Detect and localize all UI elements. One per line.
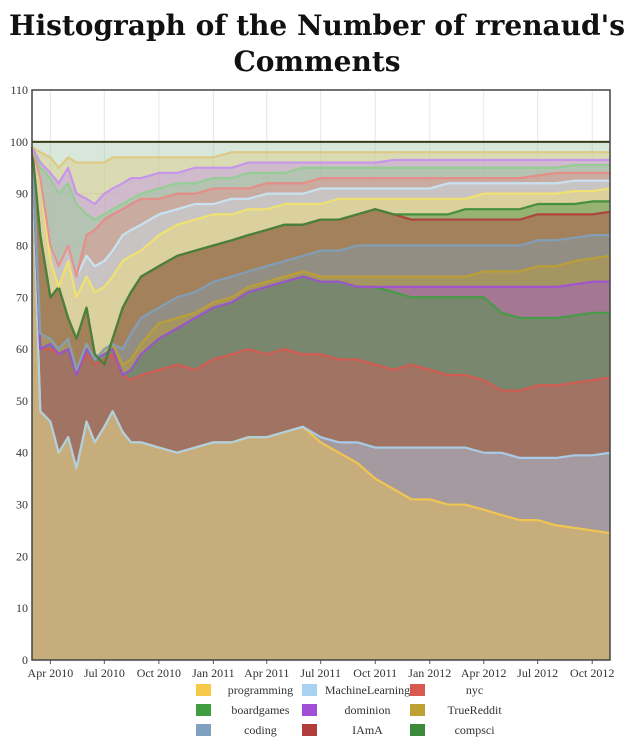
area-layer	[32, 141, 610, 660]
legend-item-boardgames[interactable]: boardgames	[196, 702, 302, 718]
area-other-5	[32, 147, 610, 660]
legend-label: boardgames	[231, 702, 290, 717]
legend-item-IAmA[interactable]: IAmA	[301, 722, 410, 738]
x-tick-label: Oct 2011	[353, 666, 397, 680]
legend-swatch	[410, 704, 426, 716]
area-MachineLearning	[32, 157, 610, 660]
legend-label: compsci	[454, 722, 495, 737]
line-nyc	[30, 146, 611, 392]
legend-label: coding	[244, 722, 277, 737]
y-tick-label: 90	[16, 187, 28, 201]
line-compsci	[30, 146, 610, 366]
y-tick-label: 100	[10, 135, 28, 149]
y-tick-label: 40	[16, 446, 28, 460]
x-tick-label: Jul 2012	[517, 666, 558, 680]
area-other-3	[32, 147, 610, 660]
x-tick-label: Oct 2010	[137, 666, 181, 680]
y-tick-label: 20	[16, 549, 28, 563]
line-other-3	[30, 146, 610, 278]
x-tick-label: Jan 2012	[408, 666, 451, 680]
area-coding	[32, 147, 610, 660]
legend-swatch	[196, 724, 211, 736]
legend-item-compsci[interactable]: compsci	[410, 722, 516, 738]
area-programming	[32, 157, 610, 660]
area-other-6	[32, 147, 610, 660]
line-coding	[30, 146, 610, 371]
area-other-1	[32, 147, 610, 660]
line-dominion	[30, 146, 610, 377]
legend-swatch	[301, 684, 317, 696]
line-other-5	[31, 146, 610, 206]
x-tick-label: Apr 2012	[461, 666, 507, 680]
chart-title: Histograph of the Number of rrenaud's Co…	[9, 9, 625, 78]
legend-swatch	[196, 704, 211, 716]
area-other-7	[32, 141, 610, 660]
line-other-2	[30, 146, 610, 278]
line-other-4	[30, 146, 610, 221]
legend-swatch	[301, 724, 317, 736]
plot-frame	[31, 89, 611, 661]
line-other-1	[30, 146, 611, 299]
legend: programming MachineLearning nyc boardgames d…	[196, 682, 516, 738]
grid-layer	[32, 89, 610, 661]
y-tick-label: 110	[10, 83, 28, 97]
legend-label: MachineLearning	[324, 682, 411, 697]
line-MachineLearning	[30, 157, 611, 470]
axis-layer: 0 10 20 30 40 50 60 70 80 90 100 110 Apr 2010 Jul 201…	[10, 83, 614, 680]
area-boardgames	[32, 147, 610, 660]
x-tick-label: Jul 2010	[84, 666, 125, 680]
line-other-6	[31, 146, 610, 169]
legend-label: dominion	[344, 702, 391, 717]
area-TrueReddit	[32, 147, 610, 660]
y-tick-label: 10	[16, 601, 28, 615]
line-layer	[30, 140, 611, 535]
legend-item-coding[interactable]: coding	[196, 722, 302, 738]
legend-label: TrueReddit	[447, 702, 502, 717]
legend-item-nyc[interactable]: nyc	[410, 682, 516, 698]
legend-label: nyc	[465, 682, 484, 697]
area-other-4	[32, 147, 610, 660]
x-tick-label: Jan 2011	[192, 666, 235, 680]
legend-swatch	[301, 704, 317, 716]
area-other-2	[32, 147, 610, 660]
y-tick-label: 80	[16, 238, 28, 252]
legend-swatch	[196, 684, 211, 696]
legend-swatch	[410, 724, 426, 736]
area-compsci	[32, 147, 610, 660]
y-tick-label: 30	[16, 498, 28, 512]
y-tick-label: 50	[16, 394, 28, 408]
legend-item-MachineLearning[interactable]: MachineLearning	[301, 682, 411, 698]
x-tick-label: Apr 2011	[244, 666, 289, 680]
x-tick-label: Jul 2011	[300, 666, 341, 680]
legend-label: IAmA	[352, 722, 383, 737]
x-tick-label: Oct 2012	[570, 666, 614, 680]
legend-item-dominion[interactable]: dominion	[301, 702, 410, 718]
legend-item-programming[interactable]: programming	[196, 682, 302, 698]
y-tick-label: 70	[16, 290, 28, 304]
legend-label: programming	[227, 682, 294, 697]
area-dominion	[32, 147, 610, 660]
area-nyc	[32, 147, 610, 660]
y-tick-label: 60	[16, 342, 28, 356]
area-IAmA	[32, 147, 610, 660]
y-tick-label: 0	[22, 653, 28, 667]
legend-swatch	[410, 684, 426, 696]
legend-item-TrueReddit[interactable]: TrueReddit	[410, 702, 516, 718]
x-tick-label: Apr 2010	[28, 666, 74, 680]
